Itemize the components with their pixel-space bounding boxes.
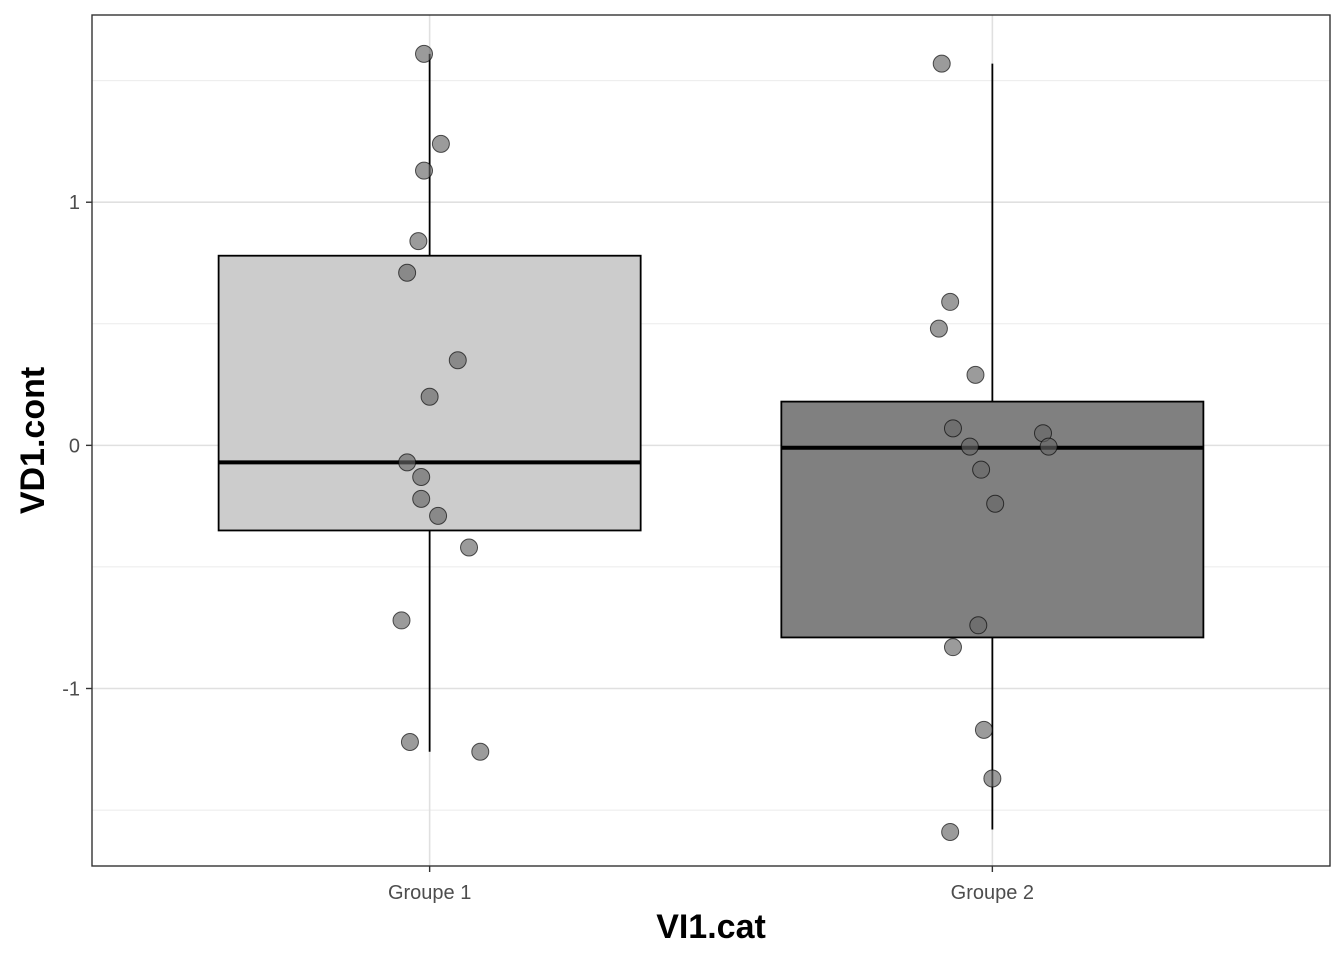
data-point <box>1039 437 1058 456</box>
data-point <box>929 319 948 338</box>
panel-border <box>91 14 1331 867</box>
data-point <box>415 161 434 180</box>
data-point <box>471 742 490 761</box>
axis-ticks: -1 0 1 Groupe 1 Groupe 2 <box>62 192 1034 904</box>
data-point <box>392 611 411 630</box>
data-point <box>943 419 962 438</box>
data-point <box>974 720 993 739</box>
data-point <box>409 232 428 251</box>
data-point <box>415 44 434 63</box>
data-point <box>431 134 450 153</box>
data-point <box>412 467 431 486</box>
data-point <box>398 263 417 282</box>
data-point <box>986 494 1005 513</box>
data-point <box>932 54 951 73</box>
data-point <box>398 453 417 472</box>
data-point <box>941 292 960 311</box>
data-point <box>969 616 988 635</box>
y-axis-title: VD1.cont <box>14 367 52 514</box>
data-point <box>943 638 962 657</box>
x-axis-title: VI1.cat <box>656 908 766 946</box>
data-point <box>400 732 419 751</box>
data-point <box>429 506 448 525</box>
data-point <box>941 822 960 841</box>
data-point <box>972 460 991 479</box>
y-tick-label: -1 <box>62 679 80 701</box>
data-point <box>983 769 1002 788</box>
data-point <box>420 387 439 406</box>
x-tick-label: Groupe 1 <box>388 882 471 904</box>
data-point <box>448 351 467 370</box>
points <box>392 44 1058 841</box>
data-point <box>412 489 431 508</box>
x-tick-label: Groupe 2 <box>951 882 1034 904</box>
data-point <box>966 365 985 384</box>
data-point <box>460 538 479 557</box>
box-iqr <box>780 400 1205 639</box>
y-tick-label: 1 <box>69 192 80 214</box>
data-point <box>960 437 979 456</box>
y-tick-label: 0 <box>69 435 80 457</box>
